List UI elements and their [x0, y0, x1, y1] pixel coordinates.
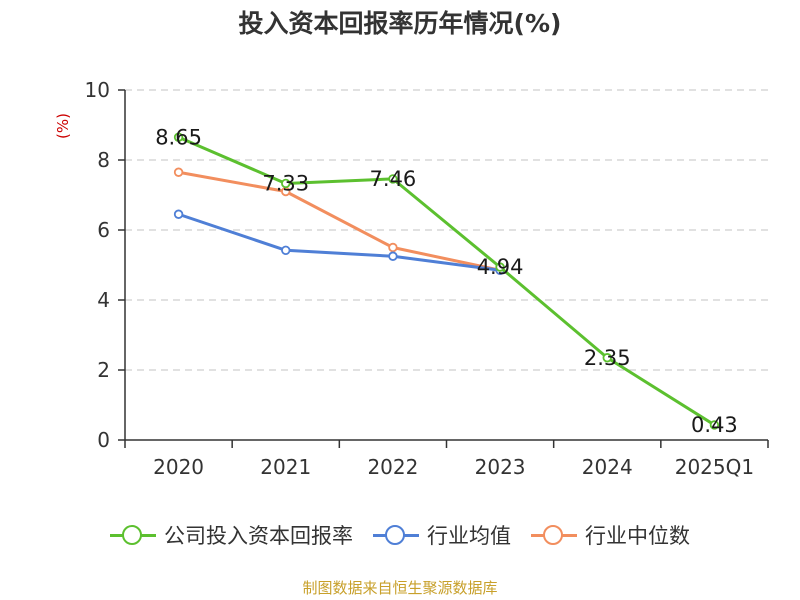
data-point: [173, 209, 184, 219]
data-point: [173, 132, 184, 142]
data-label: 7.46: [370, 167, 417, 191]
data-point: [388, 251, 398, 261]
data-label: 2.35: [584, 346, 631, 370]
data-point: [388, 242, 398, 253]
data-point: [173, 167, 184, 177]
legend-marker-icon: [110, 525, 156, 545]
data-point: [602, 353, 612, 363]
y-tick-label: 2: [97, 358, 110, 382]
x-tick-label: 2024: [582, 455, 633, 479]
legend-label: 公司投入资本回报率: [164, 524, 353, 548]
data-point: [495, 262, 505, 272]
legend-label: 行业均值: [427, 524, 511, 548]
series-line-1: [178, 212, 501, 272]
y-tick-label: 6: [97, 218, 110, 242]
data-point: [281, 245, 291, 255]
y-axis-unit-label: (%): [54, 113, 72, 139]
data-label: 8.65: [155, 125, 202, 149]
x-tick-label: 2023: [475, 455, 526, 479]
x-tick-label: 2025Q1: [675, 455, 754, 479]
data-label: 4.94: [477, 255, 524, 279]
series-line-2: [178, 170, 501, 272]
legend-item[interactable]: 行业中位数: [531, 520, 690, 550]
series-line-0: [177, 135, 716, 427]
legend-item[interactable]: 行业均值: [373, 520, 511, 550]
series-lines: [173, 132, 720, 430]
data-point: [709, 420, 720, 430]
data-labels: 8.65 7.33 7.46 4.94 2.35 0.43: [155, 125, 738, 437]
data-label: 0.43: [691, 413, 738, 437]
axes: 0 2 4 6 8 10 (%) 2020 2021 2022 2023 2024 2025Q1: [54, 78, 769, 479]
y-tick-label: 8: [97, 148, 110, 172]
y-tick-label: 4: [97, 288, 110, 312]
y-tick-label: 0: [97, 428, 110, 452]
x-tick-label: 2021: [260, 455, 311, 479]
x-tick-label: 2022: [367, 455, 418, 479]
chart-title: 投入资本回报率历年情况(%): [238, 9, 562, 38]
source-note: 制图数据来自恒生聚源数据库: [302, 579, 498, 597]
legend-label: 行业中位数: [585, 524, 690, 548]
data-point: [281, 178, 291, 189]
legend: 公司投入资本回报率 行业均值 行业中位数: [0, 520, 800, 550]
legend-marker-icon: [531, 525, 577, 545]
legend-item[interactable]: 公司投入资本回报率: [110, 520, 353, 550]
y-tick-label: 10: [85, 78, 110, 102]
data-point: [388, 174, 398, 184]
data-label: 7.33: [262, 171, 309, 195]
legend-marker-icon: [373, 525, 419, 545]
x-tick-label: 2020: [153, 455, 204, 479]
